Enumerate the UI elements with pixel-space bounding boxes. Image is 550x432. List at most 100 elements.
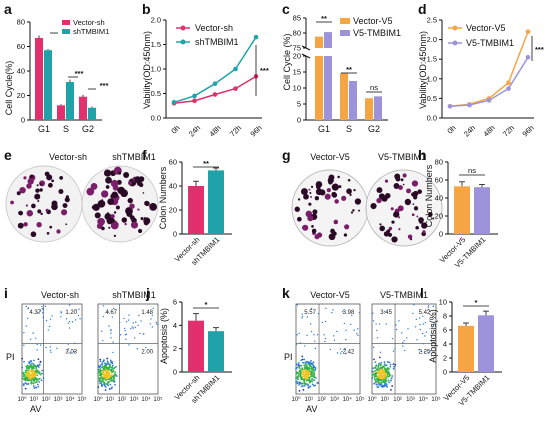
flow-shtmbim1-event <box>111 364 114 367</box>
flow-vector-sh-event <box>38 370 40 373</box>
flow-vector-sh-event <box>36 370 39 372</box>
panel-d-xtick-label: 24h <box>462 123 477 138</box>
colony-dot <box>92 203 100 211</box>
flow-vector-sh-event <box>38 377 41 380</box>
flow-vector-v5-event <box>304 383 307 386</box>
flow-vector-sh-event <box>50 351 52 354</box>
flow-vector-v5-event <box>306 384 309 386</box>
flow-vector-sh-event <box>28 379 31 382</box>
flow-shtmbim1-xtick-label: 10⁵ <box>153 396 163 403</box>
flow-v5-tmbim1-event <box>387 379 390 382</box>
panel-l-sig: * <box>475 298 478 307</box>
flow-vector-v5-event <box>305 370 307 373</box>
flow-vector-sh-event <box>25 305 27 308</box>
flow-vector-v5-event <box>303 380 305 383</box>
colony-dot <box>129 203 135 209</box>
flow-vector-sh-event <box>27 383 30 386</box>
flow-vector-v5-event <box>301 377 304 380</box>
panel-l-bar-2 <box>478 315 494 372</box>
colony-dot <box>309 191 312 194</box>
flow-v5-tmbim1-event <box>419 328 421 331</box>
flow-v5-tmbim1-xtick-label: 10¹ <box>380 397 389 403</box>
flow-vector-sh-xtick-label: 10² <box>42 397 51 403</box>
flow-v5-tmbim1-event <box>372 312 374 314</box>
panel-l-ytick-label: 4 <box>443 340 447 349</box>
flow-vector-v5-event <box>345 338 347 341</box>
panel-h-bar-2 <box>474 187 490 234</box>
flow-shtmbim1-quadrant-lr-value: 2.00 <box>141 350 153 356</box>
colony-dot <box>62 203 68 208</box>
flow-shtmbim1-event <box>143 333 145 335</box>
flow-shtmbim1-event <box>106 360 109 363</box>
flow-vector-v5-event <box>316 381 319 384</box>
flow-v5-tmbim1-event <box>432 305 435 307</box>
flow-vector-v5-event <box>303 384 306 387</box>
flow-vector-v5-event <box>307 371 310 374</box>
flow-vector-v5-event <box>351 314 353 317</box>
flow-v5-tmbim1-event <box>391 337 394 340</box>
flow-vector-v5-event <box>309 370 312 373</box>
flow-vector-sh-event <box>36 343 38 346</box>
flow-v5-tmbim1-event <box>404 349 406 352</box>
colony-dot <box>117 186 126 195</box>
colony-dot <box>64 197 70 203</box>
panel-c-bar-bottom-g1-2 <box>324 56 332 120</box>
panel-k: Vector-V5 V5-TMBIM1 PI AV 5.57 3.98 2.42 10… <box>284 290 441 414</box>
flow-shtmbim1-event <box>119 334 122 336</box>
flow-v5-tmbim1-event <box>427 308 429 311</box>
flow-v5-tmbim1-event <box>379 383 382 386</box>
flow-v5-tmbim1-event <box>413 304 415 306</box>
flow-vector-sh-event <box>25 325 28 327</box>
flow-v5-tmbim1-event <box>381 374 383 377</box>
colony-dot <box>328 233 336 241</box>
flow-v5-tmbim1-event <box>432 323 434 326</box>
flow-vector-sh-quadrant-ul-value: 4.37 <box>29 310 41 316</box>
flow-vector-v5-event <box>324 320 327 323</box>
panel-label-a: a <box>4 1 12 17</box>
panel-d-ytick-label: 2.5 <box>427 16 437 25</box>
colony-dot <box>118 171 122 175</box>
flow-shtmbim1-event <box>106 369 108 372</box>
flow-shtmbim1-event <box>124 334 127 336</box>
flow-shtmbim1-event <box>111 362 114 365</box>
flow-v5-tmbim1-event <box>371 370 373 373</box>
colony-dot <box>428 212 433 217</box>
flow-shtmbim1-event <box>123 327 126 330</box>
colony-dot <box>307 215 314 222</box>
flow-vector-sh-event <box>38 381 41 383</box>
flow-shtmbim1-event <box>99 358 102 361</box>
flow-vector-sh-event <box>49 349 52 352</box>
colony-dot <box>105 176 112 184</box>
panel-h-bar-1 <box>454 186 470 234</box>
flow-vector-sh-event <box>78 308 80 310</box>
flow-vector-v5-event <box>298 389 301 392</box>
flow-vector-v5-event <box>333 335 335 337</box>
flow-shtmbim1-event <box>100 375 102 377</box>
panel-c-ytick-label: 15 <box>293 68 301 77</box>
panel-d-point <box>506 86 511 91</box>
flow-shtmbim1-event <box>123 317 125 320</box>
flow-vector-sh-event <box>49 346 51 348</box>
panel-label-d: d <box>418 1 427 17</box>
flow-vector-v5-event <box>296 304 299 306</box>
flow-v5-tmbim1-event <box>384 367 387 370</box>
colony-dot <box>402 183 405 186</box>
flow-vector-sh-event <box>56 347 58 350</box>
flow-v5-tmbim1-event <box>374 370 376 372</box>
panel-a-sig-g2: *** <box>100 81 109 90</box>
panel-d-point <box>525 54 531 60</box>
colony-dish-vector-sh <box>5 165 83 243</box>
flow-shtmbim1-event <box>106 357 109 360</box>
flow-v5-tmbim1-event <box>384 373 387 376</box>
flow-v5-tmbim1-event <box>416 339 418 341</box>
flow-v5-tmbim1-event <box>424 335 426 337</box>
panel-d-ytick-label: 1.0 <box>427 74 437 83</box>
flow-vector-v5-event <box>299 342 301 344</box>
flow-v5-tmbim1-event <box>380 368 383 371</box>
legend-d-label-1: Vector-V5 <box>466 23 506 33</box>
panel-a-ylabel: Cell Cycle(%) <box>4 61 14 116</box>
flow-vector-sh-event <box>29 363 32 366</box>
flow-v5-tmbim1-event <box>385 377 388 380</box>
flow-v5-tmbim1-event <box>429 350 432 352</box>
